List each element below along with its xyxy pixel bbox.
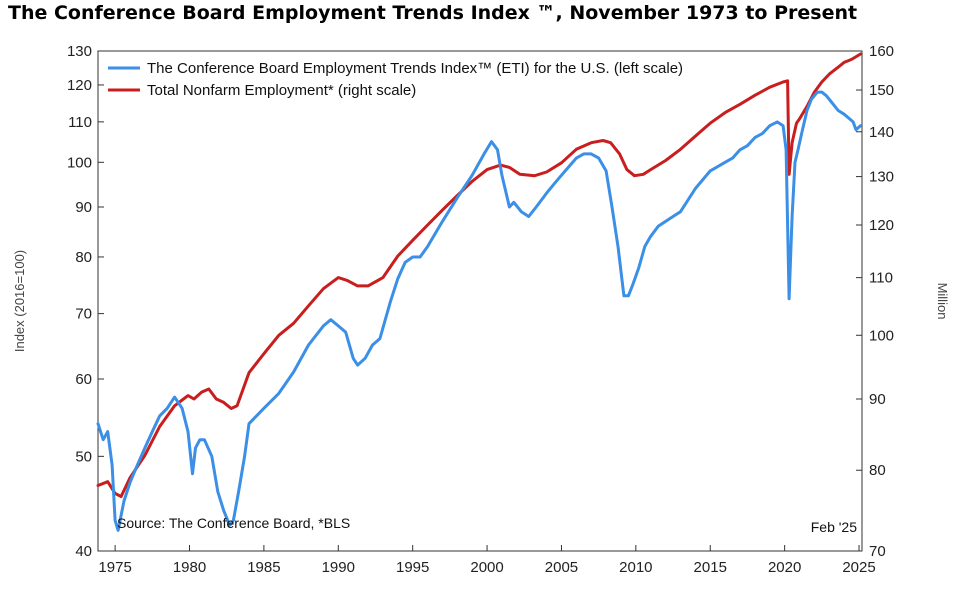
x-tick-label: 1985 — [247, 559, 280, 576]
y-left-tick-label: 80 — [75, 249, 92, 266]
x-tick-label: 2015 — [694, 559, 727, 576]
x-tick-label: 2010 — [619, 559, 652, 576]
y-left-tick-label: 90 — [75, 199, 92, 216]
legend-label-eti: The Conference Board Employment Trends I… — [147, 60, 683, 77]
series-line-nonfarm — [96, 52, 862, 498]
series-line-eti — [96, 90, 862, 532]
x-tick-label: 2000 — [470, 559, 503, 576]
y-left-tick-label: 60 — [75, 371, 92, 388]
chart-title: The Conference Board Employment Trends I… — [8, 2, 858, 24]
x-tick-label: 1990 — [322, 559, 355, 576]
x-tick-label: 2005 — [545, 559, 578, 576]
y-right-tick-label: 140 — [869, 124, 894, 141]
y-right-tick-label: 130 — [869, 169, 894, 186]
x-tick-label: 2020 — [768, 559, 801, 576]
y-left-tick-label: 100 — [67, 154, 92, 171]
x-tick-label: 1975 — [98, 559, 131, 576]
y-left-tick-label: 70 — [75, 306, 92, 323]
y-right-tick-label: 80 — [869, 462, 886, 479]
y-right-tick-label: 150 — [869, 82, 894, 99]
y-left-tick-label: 40 — [75, 543, 92, 560]
y-right-tick-label: 70 — [869, 543, 886, 560]
source-note: Source: The Conference Board, *BLS — [117, 515, 350, 531]
date-note: Feb '25 — [811, 519, 857, 535]
y-left-tick-label: 130 — [67, 43, 92, 60]
y-right-tick-label: 160 — [869, 43, 894, 60]
y-left-tick-label: 110 — [68, 114, 92, 131]
y-left-tick-label: 50 — [75, 448, 92, 465]
legend-label-nonfarm: Total Nonfarm Employment* (right scale) — [147, 82, 416, 99]
y-axis-left-label: Index (2016=100) — [12, 250, 27, 352]
plot-area — [97, 50, 863, 552]
y-right-tick-label: 120 — [869, 217, 894, 234]
x-tick-label: 1995 — [396, 559, 429, 576]
x-tick-label: 2025 — [842, 559, 875, 576]
y-right-tick-label: 90 — [869, 391, 886, 408]
y-left-tick-label: 120 — [67, 77, 92, 94]
y-right-tick-label: 110 — [869, 270, 893, 287]
y-right-tick-label: 100 — [869, 327, 894, 344]
y-axis-right-label: Million — [935, 283, 950, 320]
x-tick-label: 1980 — [173, 559, 206, 576]
